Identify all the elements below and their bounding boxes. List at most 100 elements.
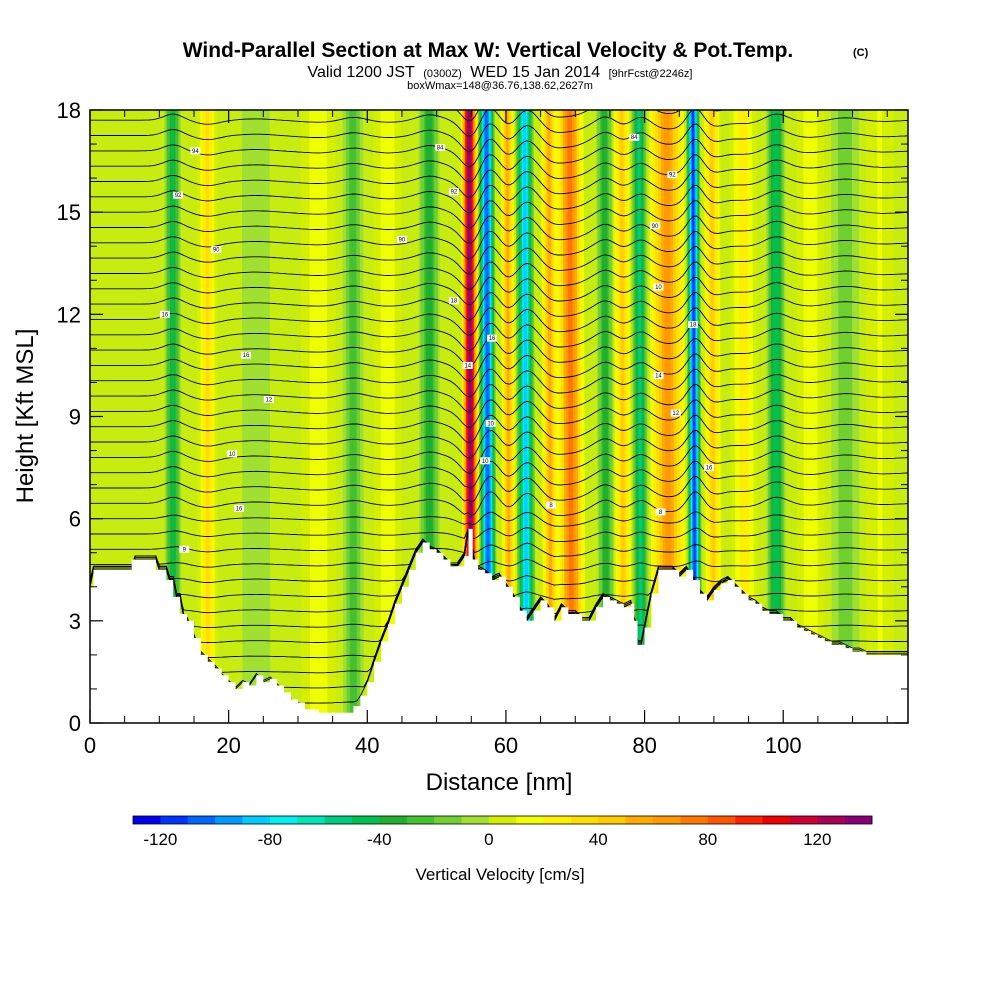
- colorbar-tick-label: 40: [589, 830, 608, 849]
- contour-label: 12: [672, 411, 679, 417]
- contour-label-bg: [629, 133, 640, 141]
- theta-contour: [90, 200, 908, 229]
- colorbar-swatch: [379, 816, 408, 824]
- contour-label-bg: [670, 409, 681, 417]
- theta-contour: [90, 491, 908, 517]
- terrain-mask: [90, 528, 908, 723]
- theta-contour: [90, 110, 908, 137]
- colorbar-label: Vertical Velocity [cm/s]: [415, 865, 584, 884]
- colorbar-swatch: [269, 816, 298, 824]
- colorbar-swatch: [187, 816, 216, 824]
- velocity-band: [241, 110, 271, 723]
- contour-label: 84: [631, 135, 638, 141]
- contour-label-bg: [704, 464, 715, 472]
- velocity-band-strip: [877, 110, 883, 723]
- theta-contour: [90, 445, 908, 474]
- velocity-band-strip: [602, 110, 608, 723]
- velocity-band-strip: [774, 110, 778, 723]
- theta-contour: [90, 531, 908, 600]
- velocity-band-strip: [808, 110, 814, 723]
- theta-contour: [90, 292, 908, 321]
- colorbar-tick-label: 80: [698, 830, 717, 849]
- theta-contour: [90, 531, 908, 558]
- contour-label-bg: [653, 283, 664, 291]
- colorbar-swatch: [351, 816, 380, 824]
- theta-contour: [90, 529, 908, 586]
- velocity-band-strip: [505, 110, 511, 723]
- contour-label-bg: [545, 501, 556, 509]
- theta-contour: [90, 322, 908, 352]
- colorbar-swatch: [598, 816, 626, 824]
- colorbar-swatch: [680, 816, 709, 824]
- colorbar-swatch: [653, 816, 681, 824]
- contour-label: 16: [243, 353, 250, 359]
- velocity-band: [342, 110, 364, 723]
- velocity-band-strip: [171, 110, 175, 723]
- velocity-band: [630, 110, 650, 723]
- velocity-band: [765, 110, 786, 723]
- contour-label-bg: [462, 361, 473, 369]
- contour-label-bg: [234, 504, 245, 512]
- velocity-band: [300, 110, 337, 723]
- velocity-band-strip: [315, 110, 322, 723]
- colorbar-swatch: [762, 816, 791, 824]
- contour-label: 94: [192, 149, 199, 155]
- velocity-band: [728, 110, 759, 723]
- colorbar-swatch: [215, 816, 243, 824]
- contour-label: 92: [175, 193, 182, 199]
- velocity-band-strip: [842, 110, 848, 723]
- colorbar-swatch: [133, 816, 161, 824]
- theta-contour: [90, 154, 908, 183]
- theta-contour: [90, 338, 908, 367]
- contour-label-bg: [396, 235, 407, 243]
- theta-contour: [90, 215, 908, 244]
- colorbar-swatch: [160, 816, 189, 824]
- contour-label-bg: [173, 191, 184, 199]
- contour-label: 8: [549, 503, 553, 509]
- theta-contour: [90, 430, 908, 459]
- velocity-band-strip: [740, 110, 748, 723]
- velocity-band: [796, 110, 825, 723]
- colorbar-swatch: [324, 816, 353, 824]
- y-tick-label: 18: [57, 98, 81, 123]
- colorbar-swatch: [735, 816, 763, 824]
- theta-contour: [90, 276, 908, 306]
- velocity-band-strip: [205, 110, 210, 723]
- contour-label-bg: [448, 188, 459, 196]
- colorbar-swatch: [789, 816, 818, 824]
- contour-label: 10: [482, 459, 489, 465]
- theta-contour: [90, 460, 908, 489]
- x-tick-label: 80: [632, 733, 656, 758]
- colorbar-swatch: [625, 816, 654, 824]
- x-axis-label: Distance [nm]: [426, 769, 573, 796]
- colorbar-swatch: [516, 816, 544, 824]
- colorbar-swatch: [817, 816, 845, 824]
- theta-contour: [90, 476, 908, 503]
- contour-label: 84: [437, 145, 444, 151]
- chart-subtitle-box-max: boxWmax=148@36.76,138.62,2627m: [407, 80, 593, 92]
- velocity-band: [612, 110, 633, 723]
- velocity-band: [865, 110, 895, 723]
- contour-label: 10: [487, 421, 494, 427]
- contour-label: 10: [229, 452, 236, 458]
- contour-label-bg: [263, 395, 274, 403]
- contour-label-bg: [653, 372, 664, 380]
- theta-contour: [90, 261, 908, 290]
- contour-label-bg: [487, 334, 498, 342]
- y-tick-label: 3: [69, 609, 81, 634]
- colorbar-swatch: [406, 816, 435, 824]
- theta-contour: [90, 384, 908, 413]
- theta-contour: [90, 138, 908, 168]
- contour-label: 90: [652, 224, 659, 230]
- contour-label-bg: [435, 143, 446, 151]
- velocity-band: [499, 110, 518, 723]
- y-tick-label: 9: [69, 405, 81, 430]
- theta-contour: [90, 527, 908, 543]
- velocity-band-strip: [385, 110, 391, 723]
- theta-contour: [90, 414, 908, 444]
- contour-label-bg: [649, 222, 660, 230]
- contour-label: 12: [266, 397, 273, 403]
- colorbar-swatch: [844, 816, 873, 824]
- y-tick-label: 0: [69, 711, 81, 736]
- velocity-band-strip: [637, 110, 643, 723]
